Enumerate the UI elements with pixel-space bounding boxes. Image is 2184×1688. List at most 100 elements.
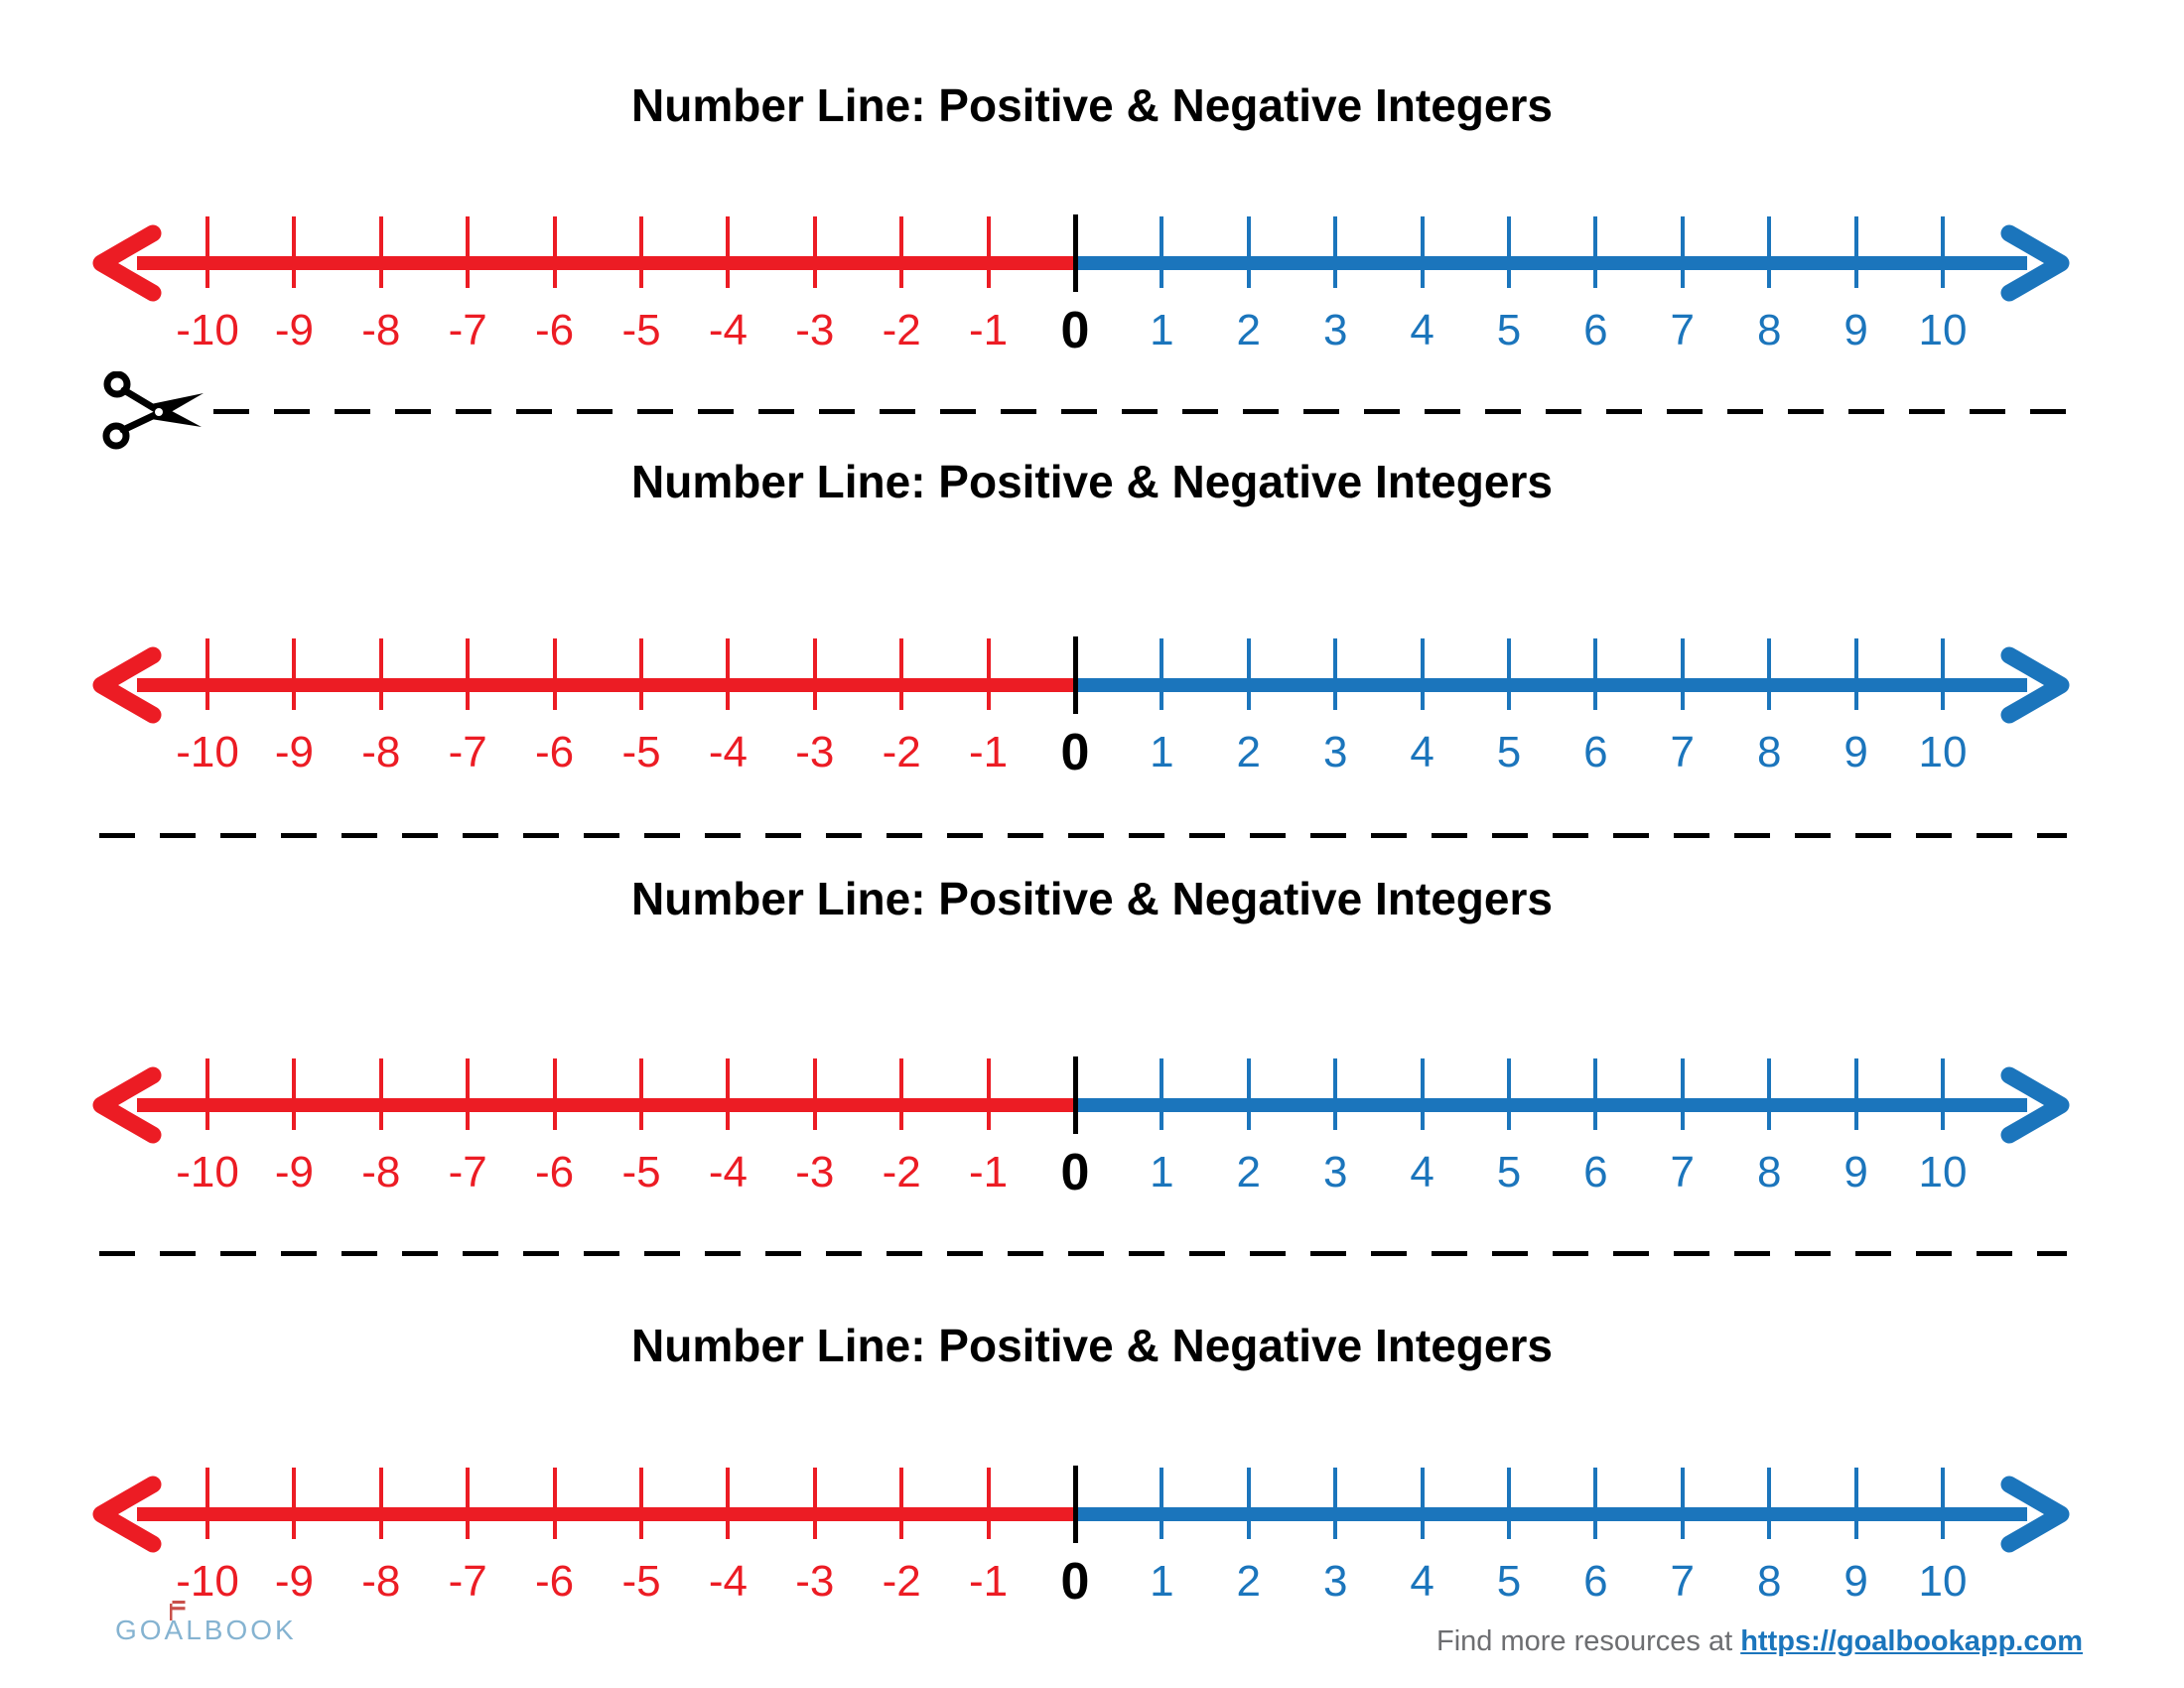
tick-label: 3 <box>1322 1557 1348 1606</box>
tick-mark <box>812 1468 817 1539</box>
tick-label: 1 <box>1150 728 1174 776</box>
tick-label: -2 <box>882 1557 921 1606</box>
tick-label: 9 <box>1843 306 1868 354</box>
section-title-1: Number Line: Positive & Negative Integer… <box>631 79 1553 131</box>
tick-label: -4 <box>708 1148 748 1196</box>
right-arrow-icon <box>2000 1066 2070 1144</box>
number-line-3: -10 -9 -8 -7 -6 -5 -4 -3 -2 -1 0 1 2 3 4 5 6 7 8 9 10 <box>0 1026 2184 1224</box>
goalbook-logo: GOALBOOK <box>115 1601 297 1646</box>
tick-mark <box>292 1468 297 1539</box>
zero-tick-mark <box>1072 1466 1078 1543</box>
tick-label: 2 <box>1236 1557 1262 1606</box>
tick-label: -9 <box>274 1557 314 1606</box>
tick-label: -7 <box>448 306 487 354</box>
tick-label: -2 <box>882 1148 921 1196</box>
tick-mark <box>1246 1058 1251 1130</box>
positive-segment <box>1075 1507 2027 1521</box>
tick-label: 5 <box>1496 1148 1522 1196</box>
left-arrow-icon <box>92 646 162 724</box>
tick-label: -1 <box>969 728 1009 776</box>
tick-label: 5 <box>1496 728 1522 776</box>
tick-label: 2 <box>1236 728 1262 776</box>
tick-label: -8 <box>361 1557 401 1606</box>
tick-label: -9 <box>274 728 314 776</box>
section-title-2: Number Line: Positive & Negative Integer… <box>631 456 1553 507</box>
tick-mark <box>1941 1058 1945 1130</box>
tick-mark <box>1767 1058 1772 1130</box>
tick-label: 5 <box>1496 306 1522 354</box>
number-line-1: -10 -9 -8 -7 -6 -5 -4 -3 -2 -1 0 1 2 3 4 5 6 7 8 9 10 <box>0 184 2184 382</box>
tick-mark <box>466 1468 471 1539</box>
tick-mark <box>1941 638 1945 710</box>
tick-mark <box>899 1058 904 1130</box>
tick-mark <box>1680 1468 1685 1539</box>
tick-mark <box>812 216 817 288</box>
tick-mark <box>726 216 731 288</box>
tick-label: 10 <box>1918 1148 1968 1196</box>
tick-label: 3 <box>1322 728 1348 776</box>
tick-mark <box>1420 216 1425 288</box>
footer-link[interactable]: https://goalbookapp.com <box>1740 1625 2083 1657</box>
tick-label: 9 <box>1843 728 1868 776</box>
tick-mark <box>1941 216 1945 288</box>
tick-label: 3 <box>1322 306 1348 354</box>
section-title-3: Number Line: Positive & Negative Integer… <box>631 873 1553 924</box>
tick-label: -9 <box>274 306 314 354</box>
tick-label: -5 <box>621 306 661 354</box>
left-arrow-icon <box>92 1066 162 1144</box>
tick-mark <box>986 216 991 288</box>
tick-mark <box>1160 1468 1164 1539</box>
tick-mark <box>1160 216 1164 288</box>
tick-label: -10 <box>176 728 239 776</box>
tick-label: 7 <box>1670 1557 1696 1606</box>
tick-label: 7 <box>1670 1148 1696 1196</box>
tick-label: 4 <box>1410 1148 1434 1196</box>
tick-mark <box>1420 638 1425 710</box>
tick-mark <box>378 1468 383 1539</box>
footer-text: Find more resources at <box>1435 1625 1733 1657</box>
tick-mark <box>899 216 904 288</box>
tick-mark <box>466 1058 471 1130</box>
tick-mark <box>1593 638 1598 710</box>
tick-label: -5 <box>621 728 661 776</box>
tick-mark <box>205 638 209 710</box>
tick-mark <box>378 216 383 288</box>
tick-label: 4 <box>1410 1557 1434 1606</box>
tick-mark <box>1333 1468 1338 1539</box>
tick-label: -10 <box>176 306 239 354</box>
positive-segment <box>1075 1098 2027 1112</box>
tick-label: 6 <box>1583 1148 1608 1196</box>
tick-label: -5 <box>621 1148 661 1196</box>
tick-label: -9 <box>274 1148 314 1196</box>
tick-label: -6 <box>535 1148 575 1196</box>
dashed-cut-line-2 <box>99 833 2067 838</box>
tick-mark <box>726 638 731 710</box>
tick-label: 6 <box>1583 306 1608 354</box>
tick-label: 7 <box>1670 306 1696 354</box>
tick-mark <box>378 1058 383 1130</box>
tick-mark <box>1593 216 1598 288</box>
dashed-cut-line-3 <box>99 1251 2067 1256</box>
right-arrow-icon <box>2000 224 2070 302</box>
tick-mark <box>639 638 643 710</box>
tick-label: -4 <box>708 728 748 776</box>
tick-label: -6 <box>535 728 575 776</box>
tick-mark <box>1593 1468 1598 1539</box>
tick-label: 6 <box>1583 728 1608 776</box>
tick-label: -6 <box>535 306 575 354</box>
tick-mark <box>292 638 297 710</box>
tick-mark <box>1246 1468 1251 1539</box>
tick-label: 10 <box>1918 728 1968 776</box>
tick-label: 5 <box>1496 1557 1522 1606</box>
tick-mark <box>292 1058 297 1130</box>
left-arrow-icon <box>92 1476 162 1553</box>
tick-label: -4 <box>708 1557 748 1606</box>
tick-label: 8 <box>1756 1557 1782 1606</box>
tick-label: 0 <box>1060 1144 1090 1201</box>
tick-mark <box>552 216 557 288</box>
tick-label: 8 <box>1756 728 1782 776</box>
left-arrow-icon <box>92 224 162 302</box>
tick-label: 2 <box>1236 306 1262 354</box>
tick-mark <box>552 638 557 710</box>
scissors-icon <box>102 371 204 450</box>
